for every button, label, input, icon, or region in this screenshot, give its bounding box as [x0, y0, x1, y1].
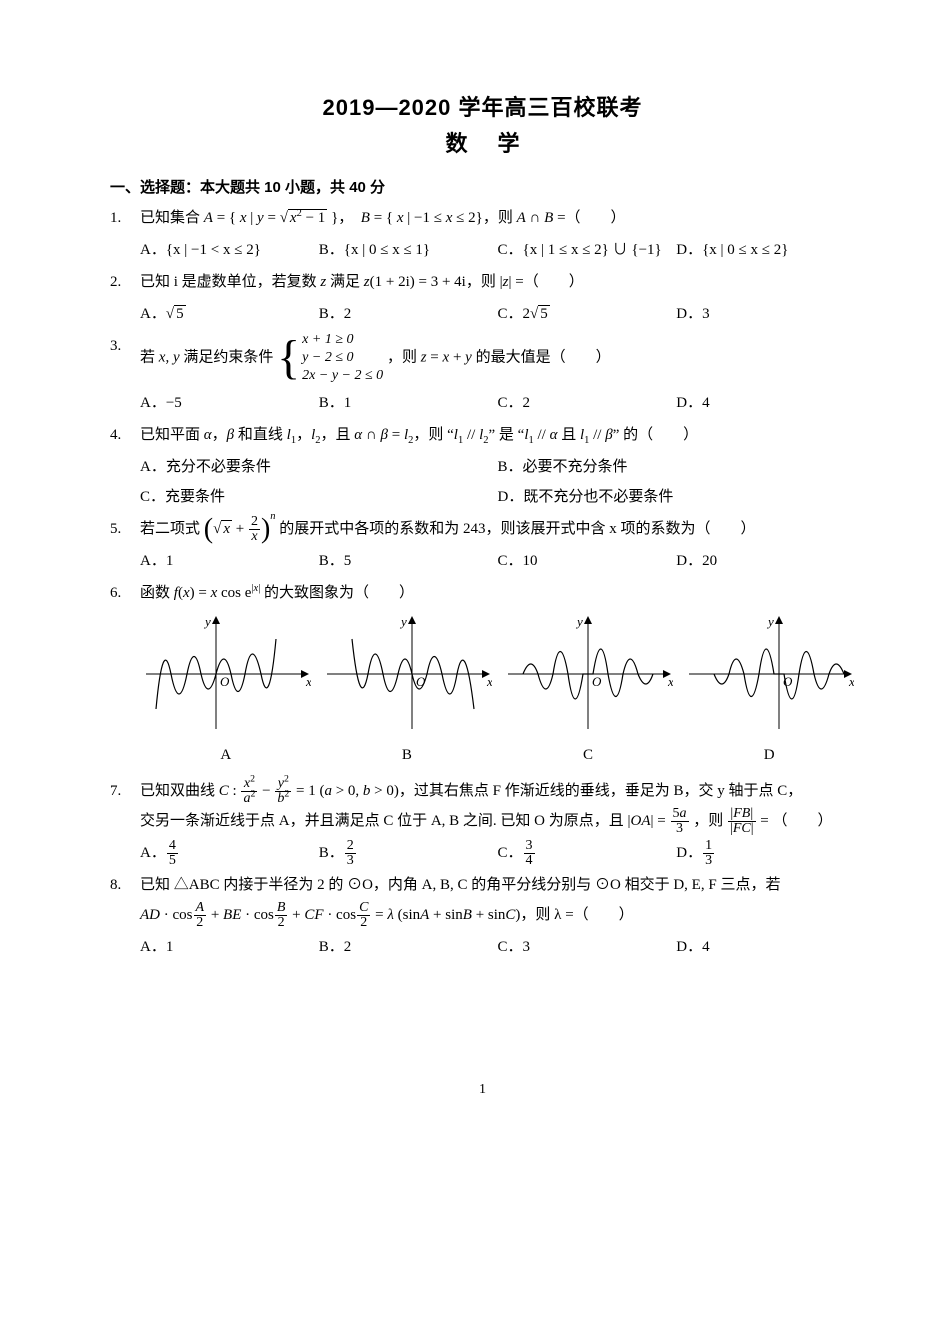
q2-stem: 已知 i 是虚数单位，若复数 z 满足 z(1 + 2i) = 3 + 4i，则…: [140, 267, 855, 297]
q8-number: 8.: [110, 870, 140, 900]
q3-option-b: B．1: [319, 388, 498, 418]
question-5: 5. 若二项式 (√x + 2x)n 的展开式中各项的系数和为 243，则该展开…: [110, 514, 855, 576]
q5-option-d: D．20: [676, 546, 855, 576]
q6-label-c: C: [502, 740, 674, 770]
q5-option-b: B．5: [319, 546, 498, 576]
q7-stem: 已知双曲线 C : x2a2 − y2b2 = 1 (a > 0, b > 0)…: [140, 776, 855, 836]
section-heading: 一、选择题：本大题共 10 小题，共 40 分: [110, 176, 855, 197]
q4-option-b: B．必要不充分条件: [498, 452, 856, 482]
q3-option-a: A．−5: [140, 388, 319, 418]
svg-text:y: y: [203, 614, 211, 629]
q1-number: 1.: [110, 203, 140, 233]
q8-option-b: B．2: [319, 932, 498, 962]
q7-option-c: C．34: [498, 838, 677, 868]
q6-graph-a: x y O A: [140, 614, 312, 770]
q5-stem: 若二项式 (√x + 2x)n 的展开式中各项的系数和为 243，则该展开式中含…: [140, 514, 855, 544]
question-7: 7. 已知双曲线 C : x2a2 − y2b2 = 1 (a > 0, b >…: [110, 776, 855, 868]
svg-text:y: y: [575, 614, 583, 629]
graph-c-svg: x y O: [503, 614, 673, 734]
q7-option-d: D．13: [676, 838, 855, 868]
q6-graph-d: x y O D: [683, 614, 855, 770]
svg-text:x: x: [667, 674, 673, 689]
q8-option-d: D．4: [676, 932, 855, 962]
title-block: 2019—2020 学年高三百校联考 数学: [110, 90, 855, 158]
q4-number: 4.: [110, 420, 140, 450]
svg-text:O: O: [220, 674, 230, 689]
q2-number: 2.: [110, 267, 140, 297]
q7-option-b: B．23: [319, 838, 498, 868]
q6-label-d: D: [683, 740, 855, 770]
q7-number: 7.: [110, 776, 140, 806]
graph-b-svg: x y O: [322, 614, 492, 734]
svg-text:y: y: [766, 614, 774, 629]
q3-number: 3.: [110, 331, 140, 361]
q2-option-c: C．2√5: [498, 299, 677, 329]
q2-option-b: B．2: [319, 299, 498, 329]
q7-option-a: A．45: [140, 838, 319, 868]
q5-option-a: A．1: [140, 546, 319, 576]
q6-graph-c: x y O C: [502, 614, 674, 770]
q6-label-a: A: [140, 740, 312, 770]
question-6: 6. 函数 f(x) = x cos e|x| 的大致图象为（ ） x y O: [110, 578, 855, 774]
q5-option-c: C．10: [498, 546, 677, 576]
svg-text:x: x: [486, 674, 492, 689]
page-number: 1: [110, 1082, 855, 1098]
question-2: 2. 已知 i 是虚数单位，若复数 z 满足 z(1 + 2i) = 3 + 4…: [110, 267, 855, 329]
graph-a-svg: x y O: [141, 614, 311, 734]
svg-text:y: y: [399, 614, 407, 629]
question-1: 1. 已知集合 A = { x | y = √x2 − 1 }， B = { x…: [110, 203, 855, 265]
exam-subject: 数学: [110, 126, 855, 158]
q8-stem: 已知 △ABC 内接于半径为 2 的 ⊙O，内角 A, B, C 的角平分线分别…: [140, 870, 855, 930]
q1-option-a: A．{x | −1 < x ≤ 2}: [140, 235, 319, 265]
question-3: 3. 若 x, y 满足约束条件 { x + 1 ≥ 0 y − 2 ≤ 0 2…: [110, 331, 855, 418]
q6-stem: 函数 f(x) = x cos e|x| 的大致图象为（ ）: [140, 578, 855, 608]
graph-d-svg: x y O: [684, 614, 854, 734]
q8-option-a: A．1: [140, 932, 319, 962]
q6-label-b: B: [321, 740, 493, 770]
q1-option-c: C．{x | 1 ≤ x ≤ 2} ∪ {−1}: [498, 235, 677, 265]
exam-page: 2019—2020 学年高三百校联考 数学 一、选择题：本大题共 10 小题，共…: [0, 0, 945, 1337]
question-8: 8. 已知 △ABC 内接于半径为 2 的 ⊙O，内角 A, B, C 的角平分…: [110, 870, 855, 962]
q3-stem: 若 x, y 满足约束条件 { x + 1 ≥ 0 y − 2 ≤ 0 2x −…: [140, 331, 855, 386]
q5-number: 5.: [110, 514, 140, 544]
q8-option-c: C．3: [498, 932, 677, 962]
svg-text:x: x: [305, 674, 311, 689]
q1-option-d: D．{x | 0 ≤ x ≤ 2}: [676, 235, 855, 265]
q4-stem: 已知平面 α，β 和直线 l1，l2，且 α ∩ β = l2，则 “l1 //…: [140, 420, 855, 450]
q3-constraint-system: { x + 1 ≥ 0 y − 2 ≤ 0 2x − y − 2 ≤ 0: [277, 331, 383, 386]
svg-text:O: O: [592, 674, 602, 689]
svg-text:x: x: [848, 674, 854, 689]
q1-option-b: B．{x | 0 ≤ x ≤ 1}: [319, 235, 498, 265]
question-4: 4. 已知平面 α，β 和直线 l1，l2，且 α ∩ β = l2，则 “l1…: [110, 420, 855, 512]
q1-stem: 已知集合 A = { x | y = √x2 − 1 }， B = { x | …: [140, 203, 855, 233]
q3-option-d: D．4: [676, 388, 855, 418]
q4-option-c: C．充要条件: [140, 482, 498, 512]
q2-option-d: D．3: [676, 299, 855, 329]
q4-option-a: A．充分不必要条件: [140, 452, 498, 482]
q6-number: 6.: [110, 578, 140, 608]
q6-graph-b: x y O B: [321, 614, 493, 770]
exam-title: 2019—2020 学年高三百校联考: [110, 90, 855, 122]
q6-graph-row: x y O A x y O: [140, 614, 855, 770]
q2-option-a: A．√5: [140, 299, 319, 329]
q4-option-d: D．既不充分也不必要条件: [498, 482, 856, 512]
q3-option-c: C．2: [498, 388, 677, 418]
